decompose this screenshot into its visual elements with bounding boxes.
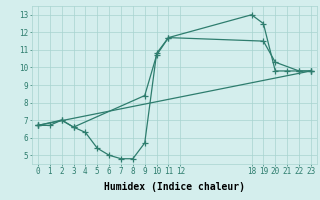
X-axis label: Humidex (Indice chaleur): Humidex (Indice chaleur) (104, 182, 245, 192)
